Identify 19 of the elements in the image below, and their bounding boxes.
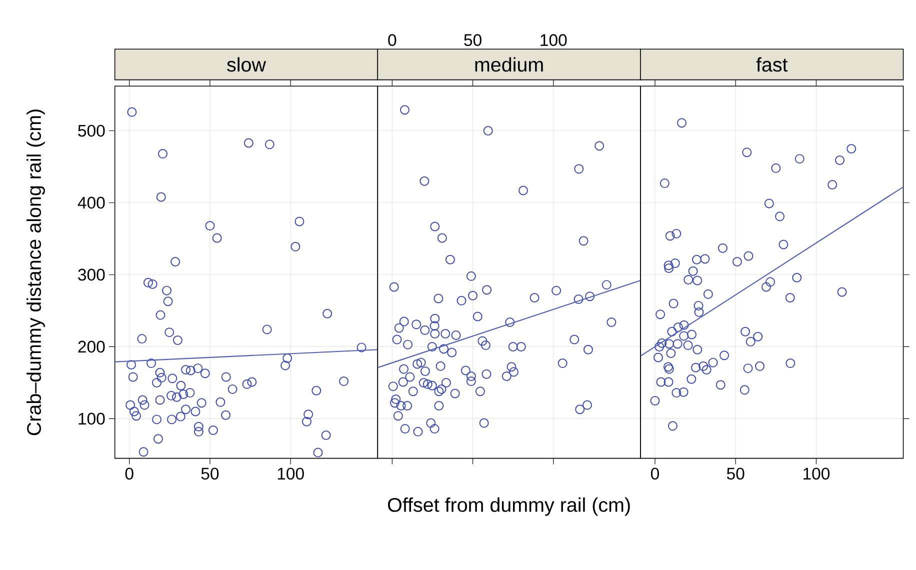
x-axis-title: Offset from dummy rail (cm) (388, 497, 630, 516)
x-tick-label: 50 (726, 468, 744, 480)
chart-title: slow (227, 57, 266, 72)
x-tick-label: 0 (125, 468, 134, 480)
x-tick-label: 0 (388, 34, 396, 46)
x-tick-label: 100 (804, 468, 830, 480)
x-tick-label: 100 (540, 34, 567, 46)
y-tick-label: 400 (78, 196, 105, 209)
y-axis-title: Crab–dummy distance along rail (cm) (26, 110, 45, 436)
y-tick-label: 100 (78, 412, 105, 425)
x-tick-label: 0 (650, 468, 659, 480)
y-tick-label: 300 (78, 268, 105, 281)
chart-title: medium (475, 57, 543, 72)
chart-title: fast (756, 57, 788, 72)
y-tick-label: 500 (78, 124, 105, 137)
y-tick-label: 200 (78, 340, 105, 353)
x-tick-label: 50 (201, 468, 219, 480)
x-tick-label: 50 (464, 34, 482, 46)
x-tick-label: 100 (278, 468, 304, 480)
